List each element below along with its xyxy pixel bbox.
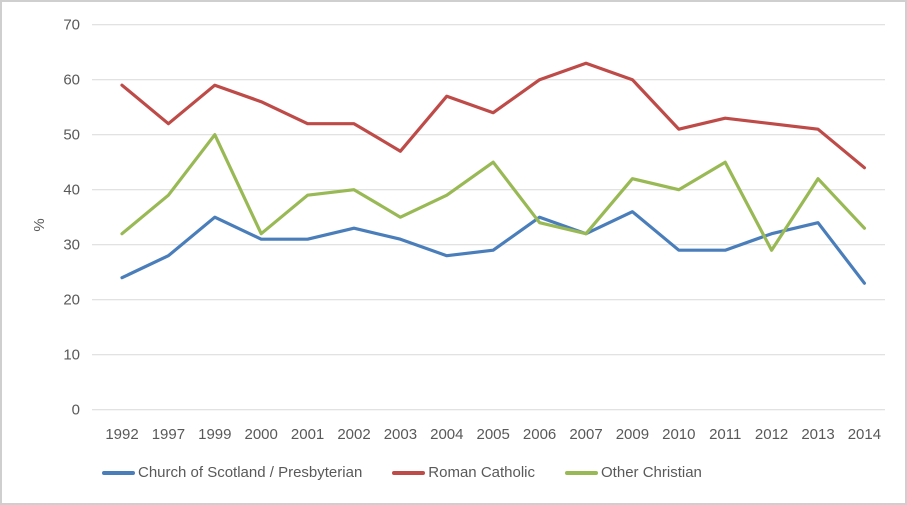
x-axis-labels-group: 1992 1997 1999 2000 2001 2002 2003 2004 2005 2006… (105, 426, 881, 443)
x-tick-label: 1997 (152, 426, 185, 443)
x-tick-label: 2012 (755, 426, 788, 443)
series-line-roman-catholic (120, 61, 867, 170)
series-lines-group (120, 61, 867, 285)
legend-line-marker-blue (102, 471, 135, 475)
legend-line-marker-green (565, 471, 599, 475)
x-tick-label: 2009 (616, 426, 649, 443)
x-tick-label: 1999 (198, 426, 231, 443)
legend-label: Other Christian (601, 464, 702, 481)
y-tick-label: 50 (63, 127, 80, 144)
x-tick-label: 2003 (384, 426, 417, 443)
gridlines-group (92, 24, 885, 411)
y-tick-label: 40 (63, 182, 80, 199)
x-tick-label: 2010 (662, 426, 695, 443)
y-tick-label: 30 (63, 237, 80, 254)
x-tick-label: 1992 (105, 426, 138, 443)
legend-line-marker-red (392, 471, 426, 475)
y-tick-label: 20 (63, 292, 80, 309)
legend-item-other-christian[interactable]: Other Christian (565, 464, 702, 482)
y-axis-title: % (31, 218, 48, 231)
legend-label: Church of Scotland / Presbyterian (138, 464, 363, 481)
x-tick-label: 2001 (291, 426, 324, 443)
legend-item-church-of-scotland[interactable]: Church of Scotland / Presbyterian (102, 464, 362, 482)
series-line-church-of-scotland-presbyterian (120, 210, 867, 285)
x-tick-label: 2002 (337, 426, 370, 443)
x-tick-label: 2013 (801, 426, 834, 443)
series-line-other-christian (120, 133, 867, 252)
x-tick-label: 2011 (709, 426, 741, 443)
y-axis-labels-group: 0 10 20 30 40 50 60 70 (63, 17, 80, 419)
x-tick-label: 2004 (430, 426, 463, 443)
legend-label: Roman Catholic (428, 464, 536, 481)
legend-item-roman-catholic[interactable]: Roman Catholic (392, 464, 535, 482)
x-tick-label: 2007 (569, 426, 602, 443)
y-tick-label: 70 (63, 17, 80, 34)
x-tick-label: 2014 (848, 426, 881, 443)
chart-legend: Church of Scotland / Presbyterian Roman … (102, 464, 702, 482)
x-tick-label: 2000 (245, 426, 278, 443)
x-tick-label: 2006 (523, 426, 556, 443)
y-tick-label: 0 (72, 402, 80, 419)
y-tick-label: 60 (63, 72, 80, 89)
x-tick-label: 2005 (477, 426, 510, 443)
y-tick-label: 10 (63, 347, 80, 364)
